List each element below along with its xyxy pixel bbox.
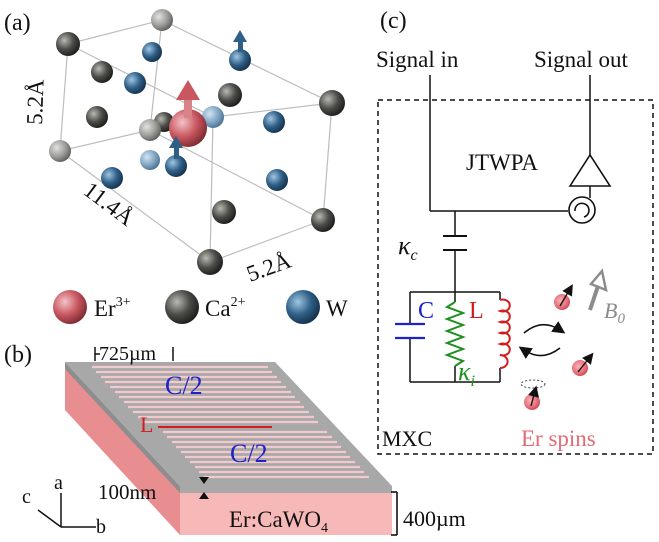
w-atom [140,150,160,170]
w-atom [266,169,288,191]
jtwpa-amplifier-icon [568,153,612,187]
atom-legend: Er3+ Ca2+ W [53,290,348,324]
w-atom [165,155,187,177]
coupling-label: κc [398,231,418,264]
substrate-thickness-bracket [391,491,398,536]
panel-b: (b) [4,342,466,538]
signal-wires [409,75,591,383]
substrate-front-face [180,492,392,535]
w-atom [101,167,123,189]
w-legend-swatch [286,290,320,324]
w-atom [124,72,146,94]
er-legend-swatch [53,290,87,324]
cap-bottom-label: C/2 [230,439,268,468]
er-spins-label: Er spins [521,426,596,451]
film-thickness-marker [199,477,209,499]
ca-atom [218,83,242,107]
jtwpa-label: JTWPA [466,150,538,175]
signal-out-label: Signal out [534,47,629,72]
field-arrow-icon [588,268,608,311]
capacitor-fingers [92,365,369,479]
er-atom [169,109,207,147]
resonator-capacitor [395,322,425,340]
w-moment-arrow [233,30,247,52]
panel-c-label: (c) [380,8,407,34]
precession-orbit [520,379,546,389]
ca-atom [311,208,335,232]
resonator-inductor [497,298,511,369]
axis-b-label: b [96,516,106,538]
w-atom [142,42,162,62]
ca-atom [151,9,173,31]
cap-top-label: C/2 [165,371,203,400]
ca-atom [49,140,71,162]
width-label: 725µm [99,343,157,365]
width-dimension [94,347,174,361]
panel-a-label: (a) [4,10,31,36]
er-spins [520,284,594,410]
ca-atom [56,32,80,56]
signal-in-label: Signal in [376,47,459,72]
circulator-icon [568,196,596,224]
inductor-label-c: L [469,298,484,324]
ca-atom [197,249,223,275]
panel-b-label: (b) [4,342,32,368]
mxc-label: MXC [382,426,432,451]
ca-legend-swatch [165,290,199,324]
ca-atom [319,90,345,116]
film-front-edge [180,486,392,493]
ca-legend-label: Ca2+ [205,295,246,321]
w-legend-label: W [326,296,348,321]
w-atom [263,111,285,133]
capacitor-label: C [418,298,434,324]
substrate-side-face [65,368,180,535]
ca-atom [91,61,113,83]
atoms [49,9,345,275]
film-thickness-label: 100nm [98,480,156,504]
w-moment-arrow [169,136,183,159]
film-side-edge [65,362,180,493]
dim-vertical-label: 5.2Å [22,79,49,126]
mxc-box [377,99,654,455]
substrate-thickness-label: 400µm [403,506,466,531]
crystal-axes [37,493,96,528]
er-legend-label: Er3+ [94,295,131,321]
ca-atom [86,106,108,128]
inductor-label: L [140,412,153,437]
ca-atom [212,200,236,224]
panel-c: (c) Signal in Signal out MXC JTWPA [376,8,654,455]
panel-a: (a) [4,9,348,324]
ca-atom [139,119,161,141]
loss-resistor [444,301,466,367]
field-label: B0 [604,298,625,327]
axis-c-label: c [22,486,31,508]
internal-loss-label: κi [458,357,475,390]
substrate-label: Er:CaWO4 [229,507,328,536]
er-moment-arrow [176,80,200,118]
w-atom [229,49,251,71]
axis-a-label: a [54,472,63,494]
exchange-arrows [518,321,566,359]
dim-short-label: 5.2Å [243,248,295,287]
w-atom [202,106,224,128]
coupling-capacitor [443,235,467,251]
